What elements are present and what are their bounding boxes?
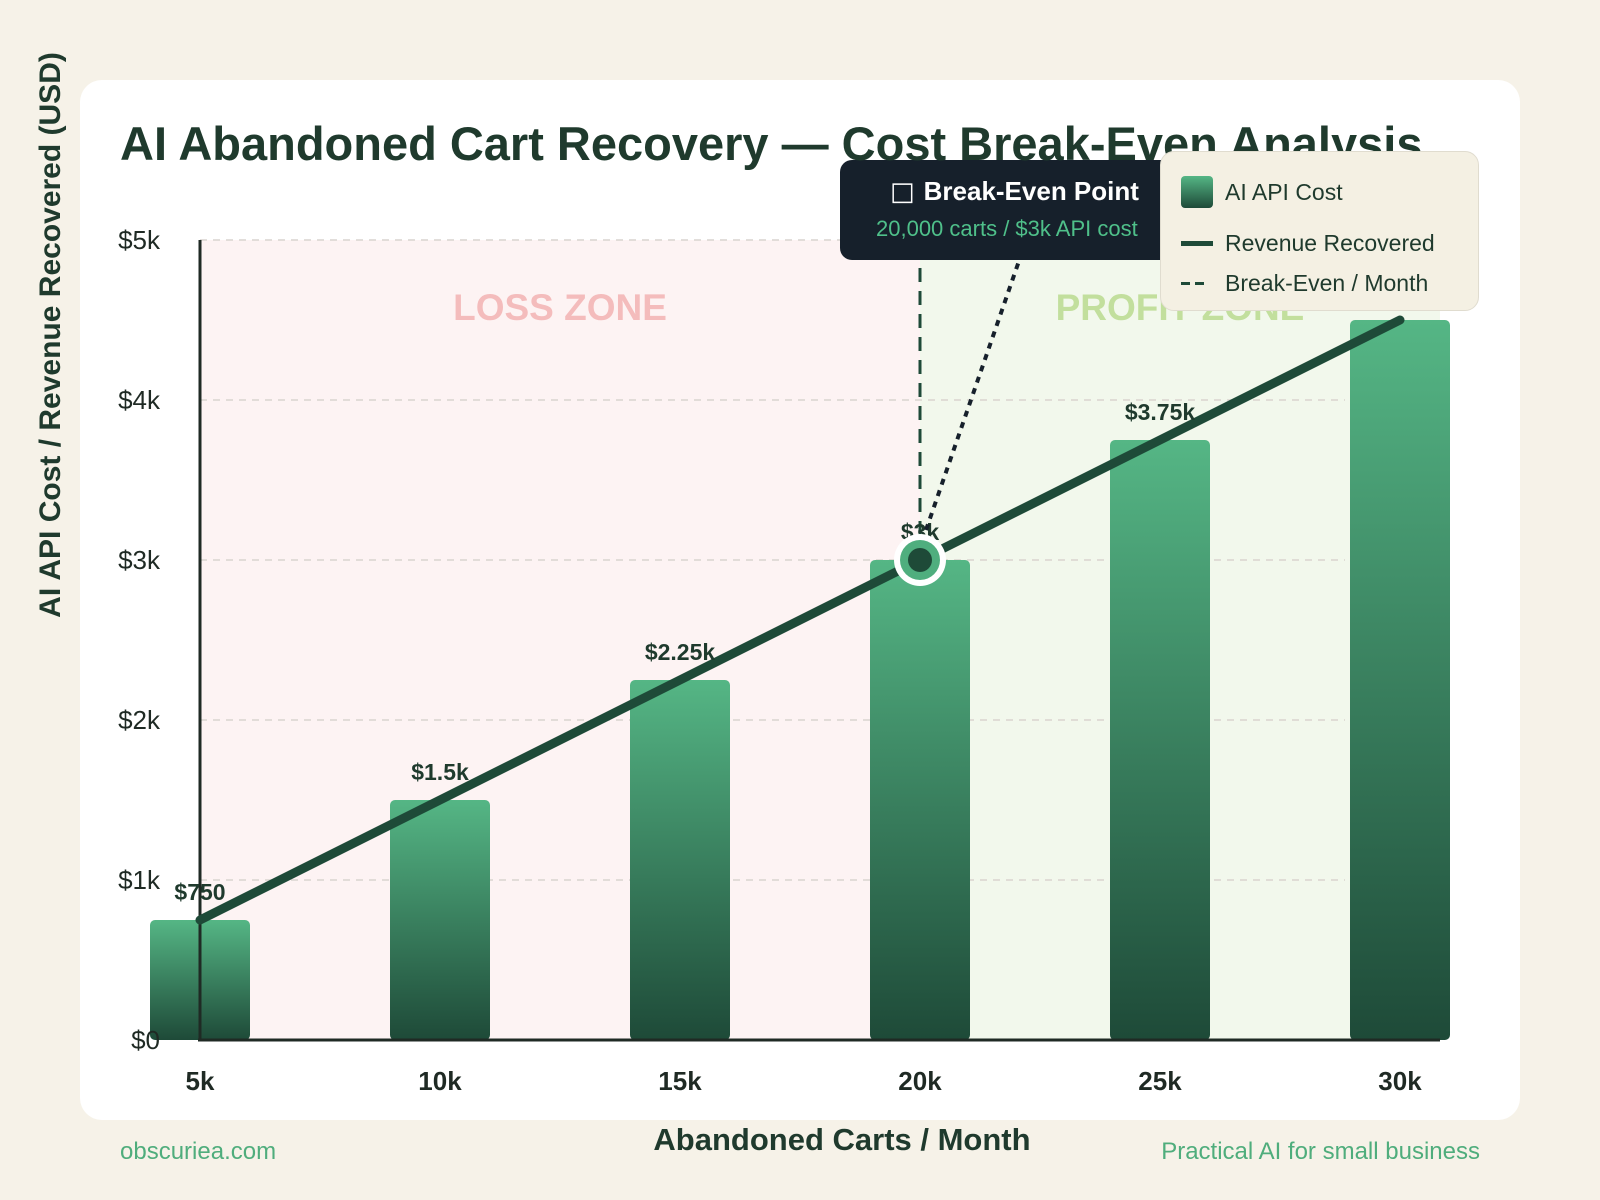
y-tick-label: $0 — [131, 1025, 160, 1055]
x-tick-label: 10k — [418, 1066, 462, 1096]
bar — [1350, 320, 1450, 1040]
bar-value-label: $750 — [174, 879, 225, 905]
bar-value-label: $2.25k — [645, 639, 716, 665]
y-tick-label: $5k — [118, 225, 161, 255]
x-tick-label: 30k — [1378, 1066, 1422, 1096]
legend-swatch-line — [1181, 241, 1213, 246]
legend-item-break-even: Break-Even / Month — [1181, 270, 1428, 297]
callout-box — [840, 160, 1210, 260]
bar — [630, 680, 730, 1040]
loss-zone — [200, 240, 920, 1040]
x-axis-title: Abandoned Carts / Month — [653, 1122, 1030, 1157]
bar-value-label: $1.5k — [411, 759, 469, 785]
footer-tagline: Practical AI for small business — [1161, 1138, 1480, 1165]
legend-swatch-bar — [1181, 176, 1213, 208]
y-tick-label: $1k — [118, 865, 161, 895]
x-tick-label: 25k — [1138, 1066, 1182, 1096]
loss-zone-label: LOSS ZONE — [453, 287, 667, 328]
legend-label: Revenue Recovered — [1225, 230, 1435, 256]
legend-label: Break-Even / Month — [1225, 270, 1429, 296]
x-tick-label: 15k — [658, 1066, 702, 1096]
callout-title-text: Break-Even Point — [924, 176, 1140, 206]
bar-value-label: $3.75k — [1125, 399, 1196, 425]
bar — [390, 800, 490, 1040]
legend-swatch-dashed — [1181, 282, 1213, 285]
y-tick-label: $2k — [118, 705, 161, 735]
bar — [1110, 440, 1210, 1040]
callout-subtitle: 20,000 carts / $3k API cost — [876, 216, 1138, 241]
chart-legend: AI API Cost Revenue Recovered Break-Even… — [1160, 151, 1479, 311]
bar — [870, 560, 970, 1040]
y-tick-label: $3k — [118, 545, 161, 575]
revenue-line — [195, 315, 1405, 925]
y-tick-label: $4k — [118, 385, 161, 415]
x-tick-label: 5k — [186, 1066, 215, 1096]
y-axis-title: AI API Cost / Revenue Recovered (USD) — [34, 52, 67, 618]
legend-item-revenue: Revenue Recovered — [1181, 230, 1435, 257]
legend-item-api-cost: AI API Cost — [1181, 176, 1343, 208]
legend-label: AI API Cost — [1225, 178, 1343, 205]
x-tick-label: 20k — [898, 1066, 942, 1096]
break-even-marker-dot — [908, 548, 932, 572]
callout-title: □ Break-Even Point — [890, 176, 1139, 207]
callout-icon: □ — [890, 177, 924, 207]
footer-site: obscuriea.com — [120, 1138, 277, 1165]
